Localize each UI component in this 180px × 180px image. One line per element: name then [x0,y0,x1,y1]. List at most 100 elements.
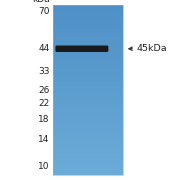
Bar [53,38,123,39]
Bar [53,108,123,109]
Bar [53,91,123,92]
Bar [53,92,123,93]
Bar [53,63,123,64]
Bar [53,76,123,77]
Bar [53,109,123,110]
Bar [53,34,123,35]
Bar [53,84,123,85]
Bar [53,136,123,137]
Bar [53,137,123,138]
Bar [53,105,123,106]
Bar [53,70,123,71]
Bar [53,74,123,75]
Bar [53,61,123,62]
Bar [53,23,123,24]
Bar [53,82,123,83]
Bar [53,66,123,67]
Bar [53,116,123,117]
Bar [53,35,123,36]
Bar [53,68,123,69]
Bar [53,55,123,56]
Bar [53,172,123,173]
Bar [53,69,123,70]
Bar [53,10,123,11]
Bar [53,160,123,161]
Bar [53,28,123,29]
Bar [53,45,123,46]
Bar [53,62,123,63]
Bar [53,142,123,143]
Bar [53,50,123,51]
Bar [53,75,123,76]
Bar [53,140,123,141]
Bar [53,135,123,136]
Bar [53,36,123,37]
Bar [53,154,123,155]
Bar [53,53,123,54]
Bar [53,125,123,126]
Text: 45kDa: 45kDa [136,44,167,53]
Bar [53,88,123,89]
Bar [53,144,123,145]
Bar [53,48,123,49]
Bar [53,26,123,27]
Bar [53,100,123,101]
Bar [53,12,123,13]
Bar [53,122,123,123]
Bar [53,112,123,113]
Bar [53,98,123,99]
Bar [53,37,123,38]
Bar [53,129,123,130]
Bar [53,132,123,133]
Bar [53,57,123,58]
Text: 33: 33 [38,67,50,76]
Bar [53,5,123,175]
Bar [53,141,123,142]
Bar [53,115,123,116]
Bar [53,104,123,105]
Bar [53,89,123,90]
Bar [53,143,123,144]
Bar [53,31,123,32]
Bar [53,49,123,50]
Bar [53,58,123,59]
Bar [53,94,123,95]
Bar [53,93,123,94]
Bar [53,56,123,57]
Bar [53,30,123,31]
Bar [53,18,123,19]
Bar [53,118,123,119]
Bar [53,22,123,23]
Bar [53,134,123,135]
Bar [53,33,123,34]
Bar [53,71,123,72]
Bar [53,163,123,164]
Bar [53,97,123,98]
Bar [53,7,123,8]
Bar [53,102,123,103]
Bar [53,39,123,40]
Bar [53,46,123,47]
Bar [53,64,123,65]
Bar [53,158,123,159]
Bar [53,6,123,7]
Bar [53,114,123,115]
Bar [53,155,123,156]
Bar [53,80,123,81]
Bar [53,17,123,18]
Bar [53,8,123,9]
Bar [53,146,123,147]
Bar [53,166,123,167]
Text: 26: 26 [38,86,50,95]
Bar [53,40,123,41]
Bar [53,13,123,14]
Bar [53,20,123,21]
Bar [53,119,123,120]
Bar [53,9,123,10]
Bar [53,32,123,33]
Bar [53,86,123,87]
Bar [53,95,123,96]
Bar [53,153,123,154]
Bar [53,90,123,91]
Bar [53,171,123,172]
